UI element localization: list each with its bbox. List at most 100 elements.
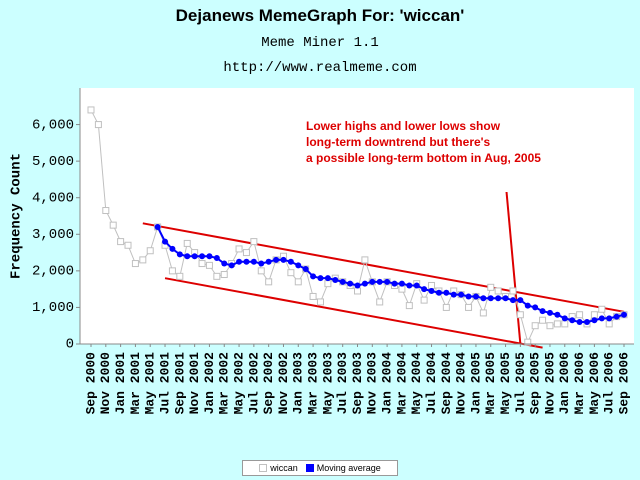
data-point-moving-average — [576, 319, 583, 326]
data-point-wiccan — [576, 311, 584, 319]
data-point-moving-average — [428, 287, 435, 294]
data-point-moving-average — [472, 293, 479, 300]
y-tick-label: 3,000 — [32, 227, 74, 243]
data-point-wiccan — [250, 238, 258, 246]
x-tick-label: Nov 2003 — [365, 352, 380, 415]
data-point-moving-average — [487, 295, 494, 302]
data-point-moving-average — [458, 291, 465, 298]
data-point-wiccan — [553, 320, 561, 328]
x-tick-label: Nov 2004 — [454, 352, 469, 415]
data-point-moving-average — [250, 258, 257, 265]
data-point-moving-average — [406, 282, 413, 289]
data-point-wiccan — [87, 106, 95, 114]
x-tick-label: Jan 2005 — [468, 352, 483, 415]
x-tick-label: Jan 2001 — [113, 352, 128, 415]
legend-swatch-wiccan — [259, 464, 268, 472]
data-point-moving-average — [162, 238, 169, 245]
data-point-moving-average — [621, 311, 627, 318]
data-point-moving-average — [443, 289, 450, 296]
data-point-wiccan — [102, 207, 110, 215]
data-point-wiccan — [124, 241, 132, 249]
x-tick-label: Sep 2003 — [350, 352, 365, 415]
x-tick-label: Nov 2001 — [187, 352, 202, 415]
data-point-wiccan — [117, 238, 125, 246]
x-tick-label: Jul 2005 — [513, 352, 528, 415]
data-point-wiccan — [605, 320, 613, 328]
data-point-wiccan — [316, 298, 324, 306]
x-tick-label: Sep 2001 — [172, 352, 187, 415]
data-point-wiccan — [220, 271, 228, 279]
data-point-moving-average — [606, 315, 613, 322]
y-tick-label: 6,000 — [32, 117, 74, 133]
data-point-moving-average — [435, 289, 442, 296]
data-point-moving-average — [509, 297, 516, 304]
data-point-wiccan — [324, 280, 332, 288]
x-tick-label: Jul 2002 — [246, 352, 261, 415]
data-point-wiccan — [242, 249, 250, 257]
data-point-moving-average — [465, 293, 472, 300]
y-tick-label: 5,000 — [32, 154, 74, 170]
data-point-moving-average — [591, 317, 598, 324]
x-tick-label: Mar 2004 — [394, 352, 409, 415]
x-tick-label: Sep 2002 — [261, 352, 276, 415]
data-point-moving-average — [354, 282, 361, 289]
data-point-moving-average — [206, 253, 213, 260]
data-point-wiccan — [361, 256, 369, 264]
x-tick-label: Jul 2003 — [335, 352, 350, 415]
data-point-wiccan — [509, 287, 517, 295]
data-point-moving-average — [524, 302, 531, 309]
x-tick-label: May 2001 — [143, 352, 158, 415]
data-point-moving-average — [613, 313, 620, 320]
data-point-moving-average — [273, 256, 280, 263]
x-tick-label: May 2005 — [498, 352, 513, 415]
data-point-moving-average — [324, 275, 331, 282]
data-point-wiccan — [494, 287, 502, 295]
data-point-wiccan — [287, 269, 295, 277]
data-point-wiccan — [487, 283, 495, 291]
data-point-moving-average — [413, 282, 420, 289]
data-point-wiccan — [257, 267, 265, 275]
y-tick-label: 0 — [66, 337, 74, 353]
data-point-moving-average — [295, 262, 302, 269]
data-point-moving-average — [258, 260, 265, 267]
data-point-moving-average — [361, 280, 368, 287]
data-point-moving-average — [376, 278, 383, 285]
data-point-moving-average — [421, 286, 428, 293]
x-tick-label: Nov 2002 — [276, 352, 291, 415]
data-point-moving-average — [569, 317, 576, 324]
x-tick-label: Jan 2003 — [291, 352, 306, 415]
data-point-moving-average — [228, 262, 235, 269]
x-tick-label: Sep 2000 — [83, 352, 98, 415]
chart-subtitle: Meme Miner 1.1 — [261, 35, 379, 51]
data-point-wiccan — [561, 320, 569, 328]
data-point-moving-average — [561, 315, 568, 322]
annotation-box — [300, 112, 600, 192]
data-point-moving-average — [332, 277, 339, 283]
x-tick-label: Sep 2005 — [528, 352, 543, 415]
legend-label-moving-average: Moving average — [316, 463, 381, 473]
data-point-moving-average — [583, 319, 590, 326]
x-tick-label: Sep 2006 — [616, 352, 631, 415]
data-point-wiccan — [168, 267, 176, 275]
data-point-wiccan — [428, 281, 436, 289]
x-tick-label: Jul 2006 — [602, 352, 617, 415]
legend-swatch-moving-average — [305, 464, 314, 472]
data-point-moving-average — [236, 258, 243, 265]
data-point-moving-average — [598, 315, 605, 322]
data-point-wiccan — [294, 278, 302, 286]
data-point-moving-average — [450, 291, 457, 298]
data-point-wiccan — [265, 278, 273, 286]
x-tick-label: Sep 2004 — [439, 352, 454, 415]
x-tick-label: Jul 2001 — [157, 352, 172, 415]
data-point-wiccan — [442, 303, 450, 311]
legend: wiccan Moving average — [242, 460, 398, 476]
data-point-moving-average — [199, 253, 206, 260]
data-point-moving-average — [169, 245, 176, 252]
data-point-wiccan — [146, 247, 154, 255]
data-point-moving-average — [546, 309, 553, 316]
data-point-moving-average — [495, 295, 502, 302]
data-point-wiccan — [198, 260, 206, 268]
annotation-line-3: a possible long-term bottom in Aug, 2005 — [306, 151, 541, 165]
data-point-moving-average — [243, 258, 250, 265]
